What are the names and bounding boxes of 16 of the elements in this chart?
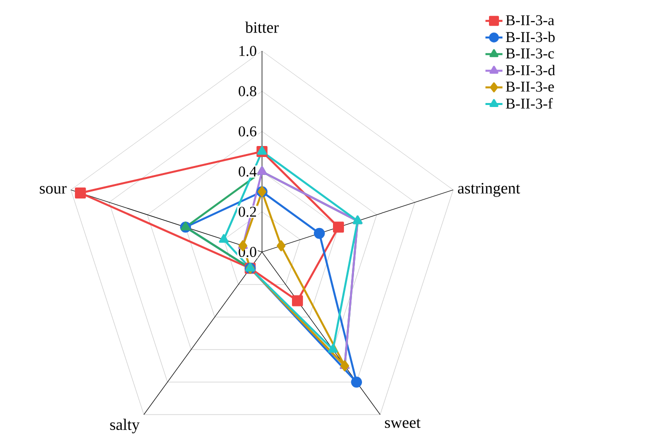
y-tick-label: 1.0	[239, 46, 256, 56]
legend-label: B-II-3-b	[506, 32, 555, 42]
y-tick-label: 0.2	[238, 206, 256, 217]
legend-label: B-II-3-f	[506, 98, 553, 109]
spoke-label: salty	[110, 418, 140, 434]
y-tick-label: 0.8	[238, 86, 256, 96]
spoke-label: bitter	[245, 22, 279, 33]
spoke-label: sweet	[385, 418, 421, 428]
spoke-label: astringent	[458, 182, 520, 197]
legend-label: B-II-3-c	[506, 48, 554, 58]
legend-label: B-II-3-a	[506, 15, 554, 26]
legend-label: B-II-3-e	[506, 82, 554, 92]
y-tick-label: 0.6	[238, 126, 256, 136]
spoke-label: sour	[40, 186, 67, 194]
legend-label: B-II-3-d	[506, 64, 556, 76]
y-tick-label: 0.4	[238, 166, 257, 177]
